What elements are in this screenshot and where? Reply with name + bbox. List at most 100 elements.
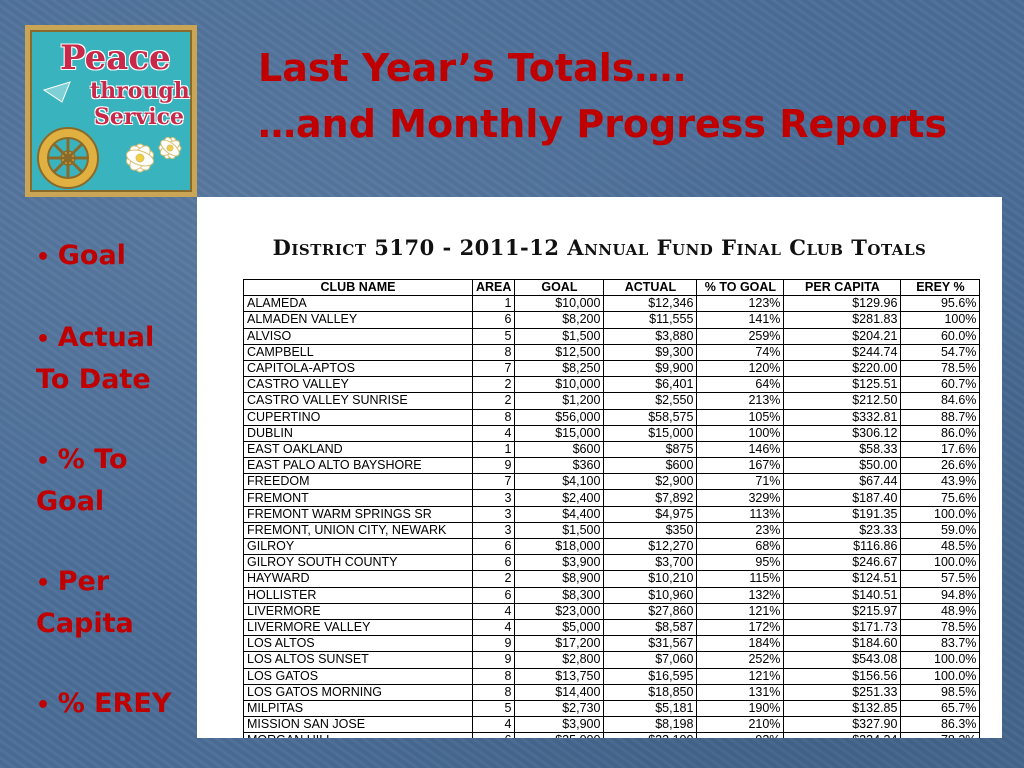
bullet-marker: •	[36, 449, 58, 474]
table-cell: $23,000	[514, 602, 605, 620]
table-cell: 5	[471, 699, 516, 718]
table-cell: 94.8%	[900, 586, 981, 604]
table-cell: $56,000	[514, 408, 605, 426]
table-cell: MORGAN HILL	[243, 732, 473, 738]
table-cell: 100%	[900, 311, 981, 329]
bullet-item: • Actual To Date	[36, 318, 186, 400]
table-cell: 100.0%	[900, 505, 981, 523]
table-cell: 3	[471, 505, 516, 523]
table-row: MILPITAS 5 $2,730 $5,181 190% $132.85 65.7%	[243, 699, 981, 718]
table-cell: $124.51	[783, 570, 902, 588]
table-cell: 4	[471, 716, 516, 734]
table-cell: $16,595	[603, 667, 698, 685]
table-cell: 252%	[696, 651, 785, 669]
table-cell: $12,270	[603, 537, 698, 556]
table-row: GILROY SOUTH COUNTY 6 $3,900 $3,700 95% $246.…	[243, 554, 981, 572]
bullet-marker: •	[36, 245, 58, 270]
table-cell: 4	[471, 618, 516, 637]
table-cell: $12,346	[603, 295, 698, 313]
table-cell: GILROY SOUTH COUNTY	[243, 554, 473, 572]
table-cell: 146%	[696, 440, 785, 459]
table-cell: FREEDOM	[243, 473, 473, 491]
table-cell: 4	[471, 424, 516, 442]
table-cell: 6	[471, 586, 516, 604]
table-cell: $2,550	[603, 392, 698, 410]
table-cell: 115%	[696, 570, 785, 588]
table-cell: 60.7%	[900, 376, 981, 394]
table-cell: 95.6%	[900, 295, 981, 313]
column-header: PER CAPITA	[783, 278, 902, 297]
table-cell: $543.08	[783, 651, 902, 669]
table-cell: CASTRO VALLEY	[243, 376, 473, 394]
club-totals-table: CLUB NAME AREA GOAL ACTUAL% TO GOAL PER CAPI…	[243, 278, 981, 738]
table-cell: $875	[603, 440, 698, 459]
table-row: FREMONT, UNION CITY, NEWARK 3 $1,500 $350 23…	[243, 521, 981, 540]
table-row: FREEDOM 7 $4,100 $2,900 71% $67.44 43.9%	[243, 473, 981, 491]
table-cell: $8,200	[514, 311, 605, 329]
table-cell: 210%	[696, 716, 785, 734]
table-cell: $9,900	[603, 359, 698, 378]
slide-title-line-2: …and Monthly Progress Reports	[258, 102, 948, 146]
table-cell: LOS GATOS MORNING	[243, 683, 473, 701]
table-cell: 8	[471, 408, 516, 426]
table-cell: 98.5%	[900, 683, 981, 701]
table-cell: 59.0%	[900, 521, 981, 540]
table-row: CAPITOLA-APTOS 7 $8,250 $9,900 120% $220.00 78…	[243, 359, 981, 378]
table-row: GILROY 6 $18,000 $12,270 68% $116.86 48.5%	[243, 537, 981, 556]
table-cell: $1,500	[514, 327, 605, 345]
table-cell: $11,555	[603, 311, 698, 329]
table-cell: 190%	[696, 699, 785, 718]
table-cell: $4,975	[603, 505, 698, 523]
peace-through-service-logo: Peace through Service	[25, 25, 197, 197]
table-cell: 7	[471, 359, 516, 378]
table-cell: 121%	[696, 602, 785, 620]
column-header: EREY %	[900, 278, 981, 297]
table-body: ALAMEDA 1 $10,000 $12,346 123% $129.96 95.6% AL…	[243, 295, 981, 738]
table-cell: 121%	[696, 667, 785, 685]
table-cell: $3,700	[603, 554, 698, 572]
table-cell: $1,500	[514, 521, 605, 540]
table-cell: DUBLIN	[243, 424, 473, 442]
table-cell: $132.85	[783, 699, 902, 718]
table-cell: ALAMEDA	[243, 295, 473, 313]
table-cell: $27,860	[603, 602, 698, 620]
table-cell: 78.5%	[900, 618, 981, 637]
table-row: CASTRO VALLEY SUNRISE 2 $1,200 $2,550 213% $2…	[243, 392, 981, 410]
table-cell: ALVISO	[243, 327, 473, 345]
table-cell: 86.3%	[900, 716, 981, 734]
table-cell: 74%	[696, 343, 785, 361]
bullet-text: % EREY	[57, 688, 172, 719]
table-cell: CASTRO VALLEY SUNRISE	[243, 392, 473, 410]
table-cell: $251.33	[783, 683, 902, 701]
table-cell: $212.50	[783, 392, 902, 410]
table-cell: 17.6%	[900, 440, 981, 459]
table-cell: $2,400	[514, 489, 605, 507]
column-header: % TO GOAL	[696, 278, 785, 297]
table-cell: 1	[471, 295, 516, 313]
table-cell: $8,250	[514, 359, 605, 378]
table-cell: $8,198	[603, 716, 698, 734]
table-row: MORGAN HILL6$25,000$23,10092%$234.3478.3…	[243, 732, 981, 738]
table-cell: LOS ALTOS	[243, 635, 473, 653]
table-cell: $8,900	[514, 570, 605, 588]
table-cell: $31,567	[603, 635, 698, 653]
logo-artwork-icon	[37, 81, 182, 189]
table-cell: $58.33	[783, 440, 902, 459]
table-cell: $18,850	[603, 683, 698, 701]
table-row: EAST PALO ALTO BAYSHORE 9 $360 $600 167% $50.…	[243, 457, 981, 475]
column-header: AREA	[471, 278, 516, 297]
table-cell: $191.35	[783, 505, 902, 523]
table-row: ALVISO 5 $1,500 $3,880 259% $204.21 60.0%	[243, 327, 981, 345]
table-cell: $10,960	[603, 586, 698, 604]
table-row: EAST OAKLAND 1 $600 $875 146% $58.33 17.6%	[243, 440, 981, 459]
table-cell: 6	[471, 554, 516, 572]
table-cell: 7	[471, 473, 516, 491]
table-cell: $140.51	[783, 586, 902, 604]
bullet-text: % To Goal	[36, 444, 128, 517]
bullet-text: Actual To Date	[36, 322, 155, 395]
table-cell: $6,401	[603, 376, 698, 394]
table-cell: 57.5%	[900, 570, 981, 588]
table-row: DUBLIN 4 $15,000 $15,000 100% $306.12 86.0%	[243, 424, 981, 442]
table-cell: $3,900	[514, 554, 605, 572]
table-cell: $2,800	[514, 651, 605, 669]
